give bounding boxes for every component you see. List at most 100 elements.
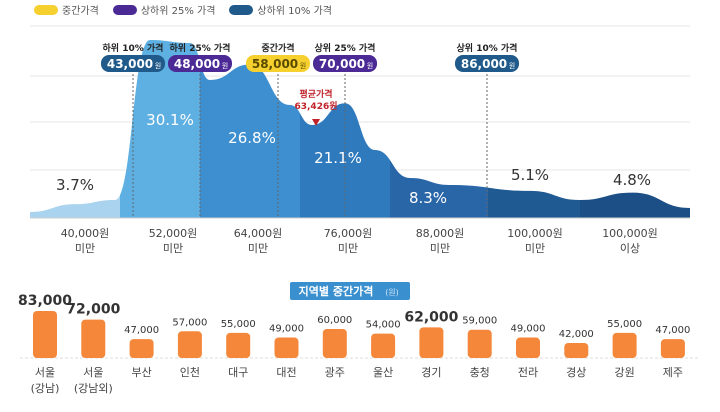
x-tick-label: 미만 (75, 242, 95, 255)
bar-value-label: 55,000 (607, 319, 642, 330)
bar-value-label: 83,000 (18, 293, 72, 309)
legend-item: 상하위 25% 가격 (112, 2, 216, 17)
x-tick-label: 미만 (525, 242, 545, 255)
bar (467, 329, 492, 358)
bar-value-label: 49,000 (269, 324, 304, 335)
marker-pill (168, 55, 232, 72)
marker-value: 48,000 (174, 57, 220, 71)
bar-category-label: 충청 (470, 366, 490, 379)
marker-value: 58,000 (252, 57, 298, 71)
bar (612, 332, 637, 358)
x-tick-label: 미만 (248, 242, 268, 255)
bar (274, 337, 299, 358)
area-segment (488, 40, 580, 218)
marker-value: 43,000 (107, 57, 153, 71)
bar-value-label: 49,000 (511, 324, 546, 335)
bar (660, 339, 685, 358)
bar-category-label: 울산 (373, 366, 393, 379)
bar (81, 319, 106, 358)
bar-value-label: 55,000 (221, 319, 256, 330)
x-tick-label: 76,000원 (324, 227, 373, 240)
bar-value-label: 62,000 (404, 309, 458, 325)
bar (226, 332, 251, 358)
bar (371, 333, 396, 358)
bar-chart-title: 지역별 중간가격 (299, 284, 374, 298)
marker-title: 중간가격 (261, 42, 294, 54)
x-tick-label: 52,000원 (149, 227, 198, 240)
x-tick-label: 64,000원 (234, 227, 283, 240)
area-value-label: 30.1% (146, 111, 194, 129)
bar-value-label: 60,000 (317, 315, 352, 326)
area-value-label: 26.8% (228, 129, 276, 147)
bar-category-label: 서울 (83, 366, 103, 379)
marker-unit: 원 (509, 61, 515, 70)
bar-value-label: 57,000 (172, 317, 207, 328)
x-tick-label: 100,000원 (507, 227, 563, 240)
legend-swatch (34, 4, 58, 15)
bar-category-label: 경기 (421, 366, 441, 379)
bar-category-label: 제주 (663, 366, 683, 379)
marker-unit: 원 (300, 61, 306, 70)
bar-category-label: 전라 (518, 366, 538, 379)
bar-value-label: 47,000 (655, 325, 690, 336)
marker-pill (455, 55, 519, 72)
bar (419, 327, 444, 358)
area-value-label: 4.8% (613, 171, 651, 189)
marker-unit: 원 (367, 61, 373, 70)
marker-title: 하위 25% 가격 (170, 42, 231, 54)
marker-value: 70,000 (319, 57, 365, 71)
bar (516, 337, 540, 358)
marker-title: 상위 25% 가격 (315, 42, 376, 54)
bar-category-label: 서울 (35, 366, 55, 379)
area-value-label: 5.1% (511, 166, 549, 184)
bar (564, 343, 589, 358)
x-tick-label: 40,000원 (61, 227, 110, 240)
legend-swatch (112, 4, 137, 15)
area-segment (120, 40, 200, 218)
area-value-label: 21.1% (314, 149, 362, 167)
bar (129, 339, 154, 358)
bar (177, 331, 202, 358)
bar-category-label: 인천 (180, 365, 200, 379)
marker-pill (101, 55, 165, 72)
bar-category-label: 광주 (325, 366, 345, 379)
marker-pill (313, 55, 377, 72)
average-title: 평균가격 (299, 88, 332, 100)
bar-category-label: 부산 (131, 366, 151, 379)
x-tick-label: 미만 (430, 242, 450, 255)
bar-value-label: 59,000 (462, 316, 497, 327)
area-segment (200, 40, 300, 218)
legend-item: 중간가격 (34, 2, 99, 17)
area-segment (390, 40, 488, 218)
legend-label: 중간가격 (62, 6, 99, 17)
bar-category-label: 강원 (614, 366, 634, 379)
bar-value-label: 54,000 (366, 320, 401, 331)
x-tick-label: 미만 (163, 242, 183, 255)
x-tick-label: 100,000원 (602, 227, 658, 240)
bar-chart-unit: (원) (385, 288, 399, 297)
marker-unit: 원 (222, 61, 228, 70)
legend-swatch (229, 4, 254, 15)
marker-unit: 원 (155, 61, 161, 70)
area-value-label: 8.3% (409, 189, 447, 207)
legend: 중간가격 상하위 25% 가격 상하위 10% 가격 (34, 2, 332, 17)
marker-title: 상위 10% 가격 (457, 42, 518, 54)
bar-category-label: 경상 (566, 366, 586, 379)
average-arrow-icon (312, 119, 320, 126)
legend-label: 상하위 10% 가격 (257, 6, 332, 17)
average-value: 63,426원 (294, 100, 337, 112)
legend-item: 상하위 10% 가격 (229, 2, 332, 17)
area-value-label: 3.7% (56, 176, 94, 194)
marker-pill (246, 55, 310, 72)
bar-value-label: 47,000 (124, 325, 159, 336)
bar-category-label: 대구 (228, 366, 248, 379)
x-tick-label: 88,000원 (416, 227, 465, 240)
legend-label: 상하위 25% 가격 (140, 6, 216, 17)
x-tick-label: 이상 (620, 242, 640, 255)
bar-category-label: (강남) (31, 382, 60, 395)
bar-category-label: (강남외) (74, 382, 113, 395)
marker-title: 하위 10% 가격 (103, 42, 164, 54)
bar (322, 328, 347, 358)
x-tick-label: 미만 (338, 242, 358, 255)
